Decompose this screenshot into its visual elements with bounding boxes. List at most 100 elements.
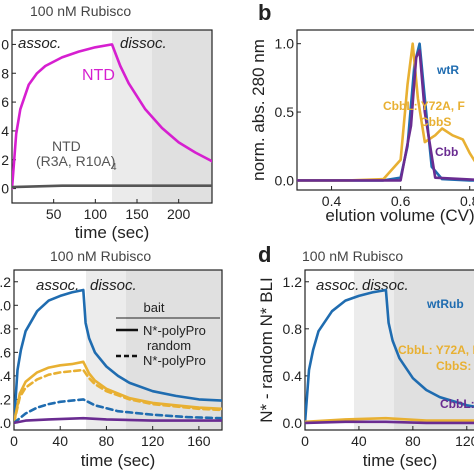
x-tick-label: 200: [167, 206, 191, 222]
y-tick-label: 0.0: [0, 415, 11, 431]
y-tick-label: 0.5: [275, 104, 295, 120]
y-tick-label: 0.0: [275, 172, 295, 188]
panel-b-y-ticks: 0.0 0.5 1.0: [275, 36, 301, 188]
series-line-blue-dashed: [14, 398, 222, 425]
panel-d-x-ticks: 0 40 80 120: [301, 426, 474, 449]
y-tick-label: 1.0: [0, 297, 11, 313]
panel-c: 100 nM Rubisco assoc. dissoc. 0.00.20.40…: [0, 248, 223, 470]
panel-a-frame: [11, 29, 213, 204]
panel-c-dissoc-label: dissoc.: [90, 277, 137, 294]
series-line-blue: [305, 288, 474, 425]
x-tick-label: 0.6: [391, 193, 411, 209]
series-line-purple: [14, 416, 222, 425]
panel-a-mutant-subscript: 4: [111, 162, 117, 173]
panel-c-y-ticks: 0.0 0.2 0.4 0.6 0.8 1.0 1.2: [0, 274, 18, 431]
panel-d-title: 100 nM Rubisco: [302, 248, 403, 264]
panel-d-dissoc-label: dissoc.: [362, 277, 409, 294]
panel-d-shade-gradient: [354, 270, 394, 430]
panel-d-series: [305, 288, 474, 425]
y-tick-label: 1.2: [283, 274, 303, 290]
panel-c-assoc-label: assoc.: [36, 277, 79, 294]
panel-a-ntd-label: NTD: [82, 67, 115, 84]
panel-a-x-ticks: 50 100 150 200: [46, 199, 191, 222]
panel-c-x-label: time (sec): [81, 451, 156, 470]
x-tick-label: 0: [10, 433, 18, 449]
panel-a-shade-gradient: [112, 30, 152, 203]
panel-d-legend-2: CbbL: Y72A, F7: [398, 343, 474, 357]
series-line-purple: [305, 420, 474, 425]
panel-c-series: [14, 288, 222, 425]
panel-b-legend-4: Cbb: [435, 145, 458, 159]
panel-b-legend-1: wtR: [436, 63, 459, 77]
panel-a-mutant-label-1: NTD: [52, 138, 81, 154]
panel-c-x-ticks: 0 40 80 120 160: [10, 426, 211, 449]
series-line-orange-dashed: [14, 368, 222, 425]
panel-d-y-label: N* - random N* BLI: [257, 277, 276, 423]
panel-a-x-label: time (sec): [75, 223, 150, 242]
y-tick-label: 0.8: [0, 65, 9, 81]
panel-a-y-ticks: 0.0 0.2 0.4 0.6 0.8 1.0: [0, 36, 16, 197]
panel-d-frame: [304, 269, 474, 431]
x-tick-label: 80: [405, 433, 421, 449]
y-tick-label: 0.0: [0, 181, 9, 197]
panel-d-assoc-label: assoc.: [316, 277, 359, 294]
y-tick-label: 0.8: [283, 321, 303, 337]
panel-c-legend-dashed-label-1: random: [147, 338, 191, 353]
panel-b-label: b: [258, 0, 271, 25]
panel-b-legend-2: CbbL: Y72A, F: [383, 99, 465, 113]
x-tick-label: 40: [52, 433, 68, 449]
panel-b-x-label: elution volume (CV): [325, 206, 474, 225]
panel-b-x-ticks: 0.4 0.6 0.8: [322, 186, 474, 209]
panel-c-legend-title: bait: [144, 300, 165, 315]
x-tick-label: 160: [187, 433, 211, 449]
x-tick-label: 0: [301, 433, 309, 449]
x-tick-label: 80: [99, 433, 115, 449]
series-line-purple: [297, 49, 474, 182]
y-tick-label: 0.4: [283, 368, 303, 384]
y-tick-label: 0.2: [0, 152, 9, 168]
x-tick-label: 50: [46, 206, 62, 222]
y-tick-label: 0.6: [0, 344, 11, 360]
panel-d-label: d: [258, 242, 271, 267]
panel-d-legend-3: CbbS:: [436, 359, 471, 373]
panel-c-legend-solid-label: N*-polyPro: [143, 323, 206, 338]
panel-b-frame: [296, 29, 474, 191]
panel-d-legend-4: CbbL: Y: [440, 397, 474, 411]
panel-d-x-label: time (sec): [363, 451, 438, 470]
x-tick-label: 120: [141, 433, 165, 449]
series-line-orange: [305, 416, 474, 424]
panel-a: 100 nM Rubisco assoc. dissoc. 0.00.20.40…: [0, 3, 213, 242]
y-tick-label: 0.8: [0, 321, 11, 337]
series-line-gray: [12, 184, 212, 189]
series-line-blue: [14, 288, 222, 425]
y-tick-label: 1.0: [0, 36, 9, 52]
panel-a-title: 100 nM Rubisco: [30, 3, 131, 19]
panel-d-y-ticks: 0.0 0.4 0.8 1.2: [283, 274, 309, 431]
series-line-orange: [297, 42, 474, 182]
x-tick-label: 120: [455, 433, 474, 449]
y-tick-label: 1.0: [275, 36, 295, 52]
panel-d: d 100 nM Rubisco assoc. dissoc. 0.00.40.…: [257, 242, 474, 470]
panel-d-legend-1: wtRub: [426, 297, 464, 311]
x-tick-label: 0.8: [460, 193, 474, 209]
y-tick-label: 0.0: [283, 415, 303, 431]
y-tick-label: 1.2: [0, 274, 11, 290]
panel-a-dissoc-label: dissoc.: [120, 35, 167, 52]
x-tick-label: 150: [125, 206, 149, 222]
x-tick-label: 0.4: [322, 193, 342, 209]
panel-a-series: [12, 43, 212, 190]
panel-b: b 0.00.51.0 0.40.60.8 wtR CbbL: Y72A, F …: [249, 0, 474, 225]
y-tick-label: 0.4: [0, 123, 9, 139]
y-tick-label: 0.2: [0, 391, 11, 407]
y-tick-label: 0.6: [0, 94, 9, 110]
x-tick-label: 100: [84, 206, 108, 222]
x-tick-label: 40: [351, 433, 367, 449]
panel-c-title: 100 nM Rubisco: [50, 248, 151, 264]
panel-b-y-label: norm. abs. 280 nm: [249, 39, 268, 181]
panel-b-legend-3: CbbS: [420, 115, 451, 129]
y-tick-label: 0.4: [0, 368, 11, 384]
panel-c-legend-dashed-label-2: N*-polyPro: [143, 353, 206, 368]
panel-a-mutant-label-2: (R3A, R10A): [36, 153, 115, 169]
series-line-magenta: [12, 43, 212, 190]
